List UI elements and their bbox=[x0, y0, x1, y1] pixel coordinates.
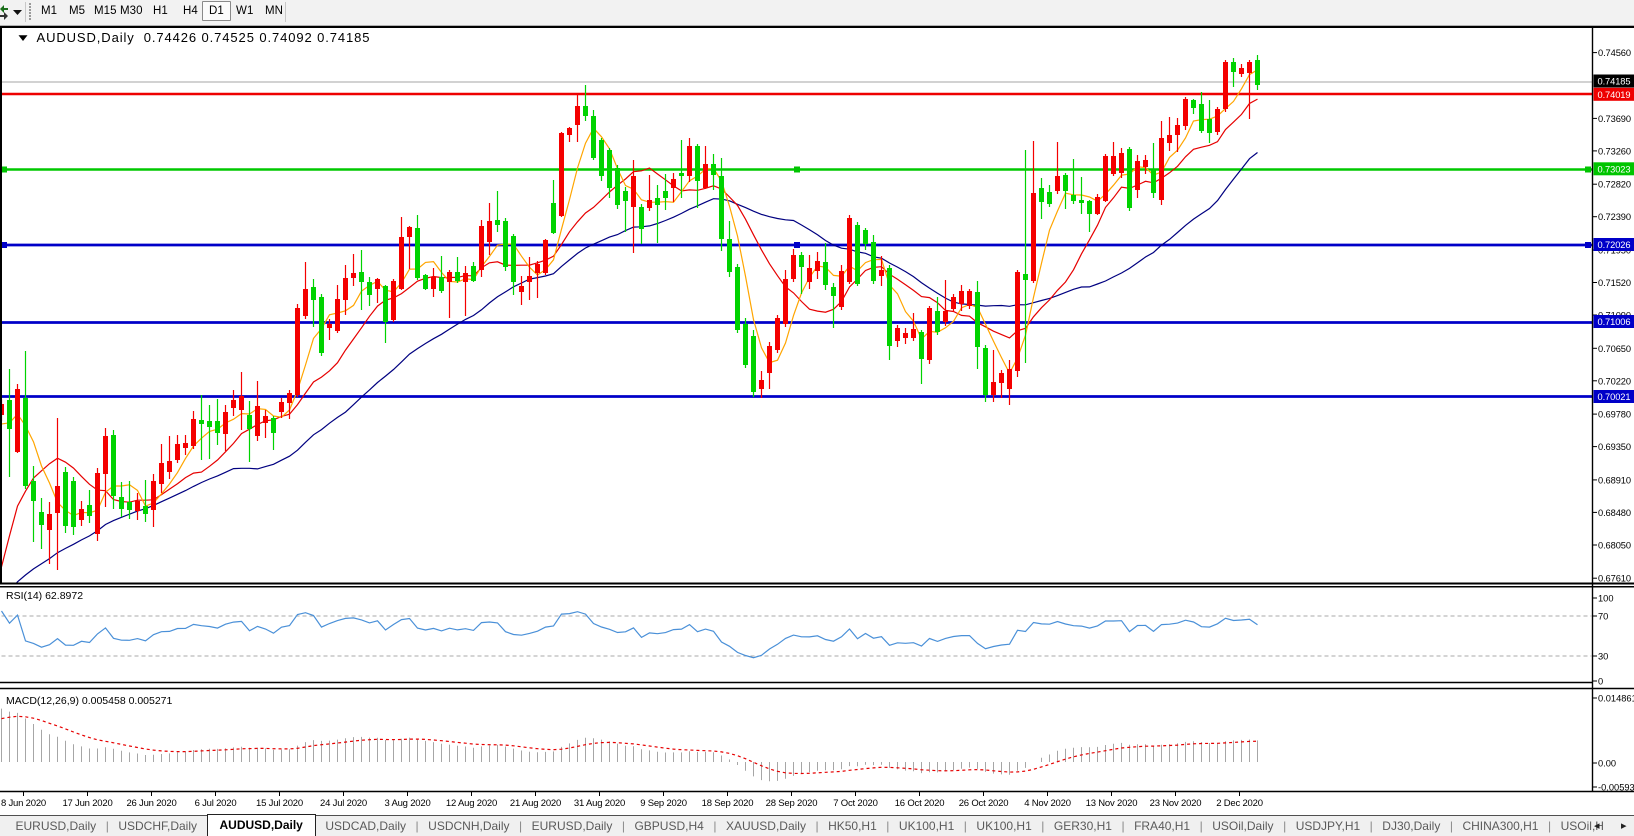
svg-text:23 Nov 2020: 23 Nov 2020 bbox=[1150, 798, 1202, 809]
svg-text:0.68050: 0.68050 bbox=[1598, 541, 1631, 551]
svg-text:31 Aug 2020: 31 Aug 2020 bbox=[574, 798, 625, 809]
svg-text:3 Aug 2020: 3 Aug 2020 bbox=[384, 798, 430, 809]
svg-text:6 Jul 2020: 6 Jul 2020 bbox=[195, 798, 237, 809]
svg-text:0.72026: 0.72026 bbox=[1598, 240, 1631, 250]
svg-text:12 Aug 2020: 12 Aug 2020 bbox=[446, 798, 497, 809]
svg-text:0.014861: 0.014861 bbox=[1598, 694, 1634, 704]
svg-text:0.73690: 0.73690 bbox=[1598, 114, 1631, 124]
svg-text:0.73260: 0.73260 bbox=[1598, 146, 1631, 156]
svg-text:2 Dec 2020: 2 Dec 2020 bbox=[1216, 798, 1263, 809]
svg-text:0: 0 bbox=[1598, 677, 1603, 687]
svg-text:0.67610: 0.67610 bbox=[1598, 574, 1631, 584]
svg-text:70: 70 bbox=[1598, 612, 1608, 622]
svg-text:0.72390: 0.72390 bbox=[1598, 212, 1631, 222]
svg-text:0.69350: 0.69350 bbox=[1598, 442, 1631, 452]
svg-text:0.74185: 0.74185 bbox=[1598, 77, 1631, 87]
svg-text:0.70220: 0.70220 bbox=[1598, 376, 1631, 386]
svg-text:9 Sep 2020: 9 Sep 2020 bbox=[640, 798, 687, 809]
svg-text:0.72820: 0.72820 bbox=[1598, 180, 1631, 190]
svg-text:0.74560: 0.74560 bbox=[1598, 48, 1631, 58]
svg-text:26 Jun 2020: 26 Jun 2020 bbox=[126, 798, 176, 809]
svg-text:0.00: 0.00 bbox=[1598, 759, 1616, 769]
svg-text:30: 30 bbox=[1598, 652, 1608, 662]
svg-text:0.68910: 0.68910 bbox=[1598, 475, 1631, 485]
svg-text:0.68480: 0.68480 bbox=[1598, 508, 1631, 518]
svg-text:0.70650: 0.70650 bbox=[1598, 344, 1631, 354]
svg-text:13 Nov 2020: 13 Nov 2020 bbox=[1086, 798, 1138, 809]
svg-text:0.69780: 0.69780 bbox=[1598, 410, 1631, 420]
svg-text:28 Sep 2020: 28 Sep 2020 bbox=[766, 798, 818, 809]
svg-text:0.73023: 0.73023 bbox=[1598, 164, 1631, 174]
svg-text:24 Jul 2020: 24 Jul 2020 bbox=[320, 798, 367, 809]
svg-text:0.70021: 0.70021 bbox=[1598, 392, 1631, 402]
svg-text:15 Jul 2020: 15 Jul 2020 bbox=[256, 798, 303, 809]
svg-text:MACD(12,26,9) 0.005458 0.00527: MACD(12,26,9) 0.005458 0.005271 bbox=[6, 695, 173, 707]
svg-text:100: 100 bbox=[1598, 594, 1614, 604]
svg-text:16 Oct 2020: 16 Oct 2020 bbox=[895, 798, 945, 809]
svg-text:7 Oct 2020: 7 Oct 2020 bbox=[833, 798, 877, 809]
svg-text:21 Aug 2020: 21 Aug 2020 bbox=[510, 798, 561, 809]
svg-text:8 Jun 2020: 8 Jun 2020 bbox=[1, 798, 46, 809]
svg-text:AUDUSD,Daily 0.74426 0.74525: AUDUSD,Daily 0.74426 0.74525 0.74092 0.7… bbox=[37, 30, 371, 45]
svg-text:0.71006: 0.71006 bbox=[1598, 317, 1631, 327]
svg-text:4 Nov 2020: 4 Nov 2020 bbox=[1024, 798, 1071, 809]
svg-text:26 Oct 2020: 26 Oct 2020 bbox=[959, 798, 1009, 809]
svg-text:18 Sep 2020: 18 Sep 2020 bbox=[702, 798, 754, 809]
svg-text:17 Jun 2020: 17 Jun 2020 bbox=[62, 798, 112, 809]
svg-text:RSI(14) 62.8972: RSI(14) 62.8972 bbox=[6, 590, 83, 602]
svg-text:0.74019: 0.74019 bbox=[1598, 90, 1631, 100]
svg-text:0.71520: 0.71520 bbox=[1598, 278, 1631, 288]
